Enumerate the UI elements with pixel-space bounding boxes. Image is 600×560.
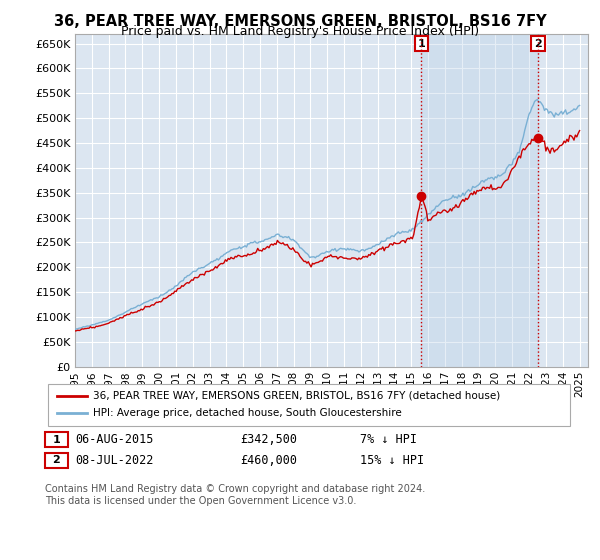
Text: 1: 1 — [418, 39, 425, 49]
Text: 36, PEAR TREE WAY, EMERSONS GREEN, BRISTOL, BS16 7FY: 36, PEAR TREE WAY, EMERSONS GREEN, BRIST… — [53, 14, 547, 29]
Bar — [421, 34, 538, 367]
Text: Price paid vs. HM Land Registry's House Price Index (HPI): Price paid vs. HM Land Registry's House … — [121, 25, 479, 38]
Text: £342,500: £342,500 — [240, 433, 297, 446]
Text: £460,000: £460,000 — [240, 454, 297, 467]
Text: 2: 2 — [534, 39, 542, 49]
Text: HPI: Average price, detached house, South Gloucestershire: HPI: Average price, detached house, Sout… — [93, 408, 402, 418]
Text: 36, PEAR TREE WAY, EMERSONS GREEN, BRISTOL, BS16 7FY (detached house): 36, PEAR TREE WAY, EMERSONS GREEN, BRIST… — [93, 391, 500, 401]
Text: 7% ↓ HPI: 7% ↓ HPI — [360, 433, 417, 446]
Text: Contains HM Land Registry data © Crown copyright and database right 2024.
This d: Contains HM Land Registry data © Crown c… — [45, 484, 425, 506]
Text: 1: 1 — [53, 435, 60, 445]
Text: 08-JUL-2022: 08-JUL-2022 — [75, 454, 154, 467]
Text: 15% ↓ HPI: 15% ↓ HPI — [360, 454, 424, 467]
Text: 06-AUG-2015: 06-AUG-2015 — [75, 433, 154, 446]
Text: 2: 2 — [53, 455, 60, 465]
